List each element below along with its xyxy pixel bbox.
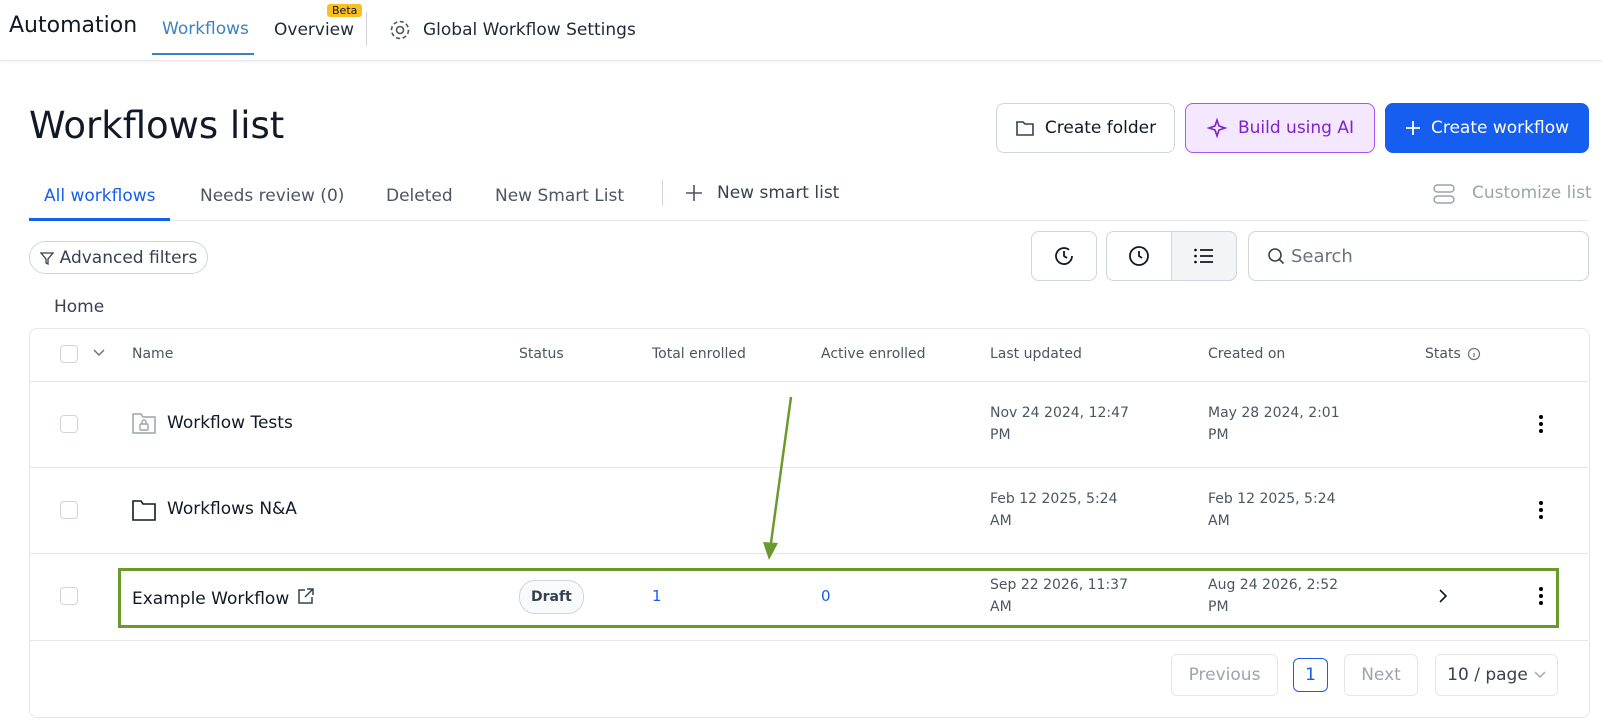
column-header: Active enrolled <box>821 346 926 362</box>
clock-view-button[interactable] <box>1106 231 1172 281</box>
workflow-name[interactable]: Example Workflow <box>132 589 290 609</box>
more-menu[interactable] <box>1537 413 1545 435</box>
list-tab[interactable]: New Smart List <box>495 186 625 206</box>
chevron-right[interactable] <box>1438 588 1448 604</box>
created-on: Aug 24 2026, 2:52 PM <box>1208 577 1339 615</box>
list-tab[interactable]: All workflows <box>44 186 156 206</box>
info-icon <box>1467 347 1481 361</box>
column-header: Created on <box>1208 346 1286 362</box>
advanced-filters[interactable]: Advanced filters <box>29 241 208 274</box>
list-tab[interactable]: Needs review (0) <box>200 186 345 206</box>
list-view-button[interactable] <box>1171 231 1237 281</box>
top-nav <box>0 0 1602 61</box>
search-placeholder: Search <box>1291 245 1353 267</box>
last-updated: Feb 12 2025, 5:24 AM <box>990 491 1118 529</box>
nav-tab[interactable]: Global Workflow Settings <box>423 20 636 40</box>
divider <box>366 12 367 46</box>
button-label: Create folder <box>1044 118 1157 138</box>
button-label: Advanced filters <box>59 247 198 268</box>
tabs-border <box>29 220 1589 221</box>
more-menu[interactable] <box>1537 585 1545 607</box>
table <box>29 328 1590 718</box>
locked-folder-icon <box>132 413 156 434</box>
folder-icon <box>1016 121 1034 136</box>
sparkle-icon <box>1206 117 1228 139</box>
highlight-box <box>118 568 1559 628</box>
button-label: Build using AI <box>1237 118 1355 138</box>
column-header: Stats <box>1425 346 1461 362</box>
button-label: Create workflow <box>1430 118 1570 138</box>
page-title: Workflows list <box>29 104 285 147</box>
previous-button[interactable]: Previous <box>1171 654 1278 696</box>
filter-icon <box>39 251 54 265</box>
chevron-down[interactable] <box>92 348 106 358</box>
brand: Automation <box>9 13 138 38</box>
active-underline <box>29 218 170 221</box>
column-header: Status <box>519 346 564 362</box>
chevron-down <box>1534 671 1546 678</box>
row-divider <box>30 553 1588 554</box>
total-enrolled[interactable]: 1 <box>652 587 662 605</box>
history-button[interactable] <box>1031 231 1097 281</box>
divider <box>662 180 663 206</box>
row-divider <box>30 640 1588 641</box>
created-on: May 28 2024, 2:01 PM <box>1208 405 1340 443</box>
row-checkbox[interactable] <box>60 415 78 433</box>
next-button[interactable]: Next <box>1344 654 1418 696</box>
breadcrumb[interactable]: Home <box>54 297 105 317</box>
last-updated: Nov 24 2024, 12:47 PM <box>990 405 1129 443</box>
customize-icon <box>1433 184 1455 204</box>
last-updated: Sep 22 2026, 11:37 AM <box>990 577 1128 615</box>
folder-icon <box>132 500 156 521</box>
page-number[interactable]: 1 <box>1293 658 1328 692</box>
active-enrolled[interactable]: 0 <box>821 587 831 605</box>
row-checkbox[interactable] <box>60 501 78 519</box>
new-smart-list[interactable]: New smart list <box>717 183 840 203</box>
more-menu[interactable] <box>1537 499 1545 521</box>
list-tab[interactable]: Deleted <box>386 186 453 206</box>
folder-name[interactable]: Workflows N&A <box>167 499 297 519</box>
search-input[interactable]: Search <box>1248 231 1589 281</box>
active-underline <box>152 53 254 55</box>
page-size: 10 / page <box>1447 665 1528 685</box>
page-size-select[interactable]: 10 / page <box>1435 654 1558 696</box>
plus-icon <box>1405 121 1420 135</box>
external-link-icon[interactable] <box>297 587 315 605</box>
plus-icon <box>686 185 702 201</box>
status-badge: Draft <box>519 580 584 614</box>
beta-badge: Beta <box>327 4 363 17</box>
list-icon <box>1194 248 1213 264</box>
column-header: Last updated <box>990 346 1082 362</box>
row-divider <box>30 381 1588 382</box>
nav-tab[interactable]: Workflows <box>162 19 249 39</box>
search-icon <box>1268 248 1285 265</box>
clock-icon <box>1129 246 1149 266</box>
customize-list[interactable]: Customize list <box>1472 183 1592 203</box>
nav-tab[interactable]: Overview <box>274 20 355 40</box>
created-on: Feb 12 2025, 5:24 AM <box>1208 491 1336 529</box>
row-divider <box>30 467 1588 468</box>
build-ai-button[interactable]: Build using AI <box>1185 103 1375 153</box>
select-all-checkbox[interactable] <box>60 345 78 363</box>
folder-name[interactable]: Workflow Tests <box>167 413 293 433</box>
column-header: Name <box>132 346 174 362</box>
annotation-arrow <box>763 396 793 560</box>
create-workflow-button[interactable]: Create workflow <box>1385 103 1589 153</box>
gear-icon <box>390 20 410 40</box>
column-header: Total enrolled <box>652 346 746 362</box>
row-checkbox[interactable] <box>60 587 78 605</box>
history-icon <box>1055 247 1073 265</box>
create-folder-button[interactable]: Create folder <box>996 103 1175 153</box>
